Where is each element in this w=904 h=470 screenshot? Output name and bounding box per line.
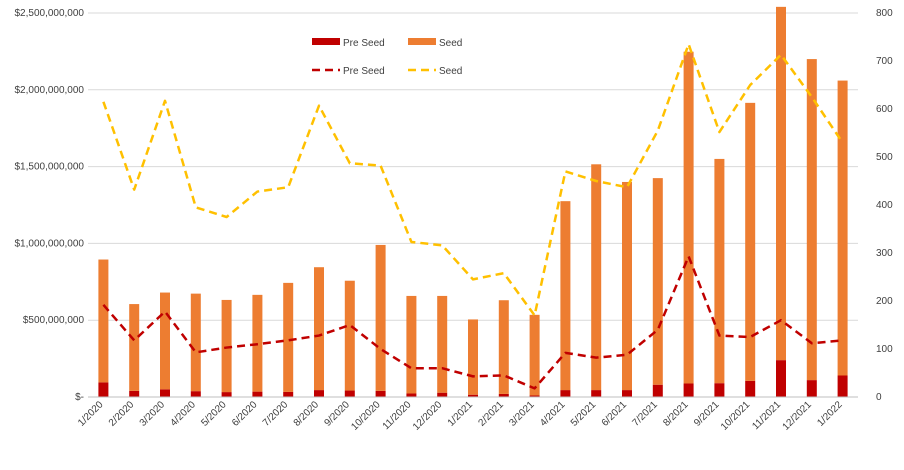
bar-pre-seed bbox=[406, 393, 417, 397]
x-tick-label: 7/2021 bbox=[631, 399, 661, 429]
line-seed bbox=[102, 42, 844, 317]
x-tick-label: 3/2021 bbox=[507, 399, 537, 429]
bar-pre-seed bbox=[160, 389, 170, 397]
bar-seed bbox=[806, 59, 817, 381]
bar-seed bbox=[437, 295, 448, 393]
bar-pre-seed bbox=[683, 383, 694, 397]
bar-seed bbox=[837, 80, 848, 376]
bar-pre-seed bbox=[837, 375, 848, 397]
bar-pre-seed bbox=[252, 391, 263, 397]
y-right-tick-label: 0 bbox=[876, 392, 882, 403]
x-tick-label: 5/2020 bbox=[199, 399, 229, 429]
x-tick-label: 1/2020 bbox=[76, 399, 106, 429]
bar-pre-seed bbox=[468, 394, 478, 397]
bar-seed bbox=[745, 102, 756, 381]
y-left-tick-label: $2,500,000,000 bbox=[14, 8, 84, 19]
y-right-tick-label: 700 bbox=[876, 56, 893, 67]
y-right-tick-label: 300 bbox=[876, 248, 893, 259]
legend-swatch-bar bbox=[312, 38, 340, 45]
bar-seed bbox=[221, 299, 232, 393]
x-tick-label: 8/2020 bbox=[292, 399, 322, 429]
x-tick-label: 6/2021 bbox=[600, 399, 630, 429]
y-left-tick-label: $500,000,000 bbox=[23, 315, 85, 326]
bar-pre-seed bbox=[745, 380, 756, 397]
bar-pre-seed bbox=[622, 390, 632, 397]
x-tick-label: 1/2022 bbox=[815, 399, 845, 429]
bar-seed bbox=[468, 319, 478, 395]
bar-seed bbox=[160, 292, 170, 390]
bar-seed bbox=[406, 295, 417, 394]
x-tick-label: 8/2021 bbox=[661, 399, 691, 429]
x-tick-label: 2/2021 bbox=[477, 399, 507, 429]
bar-pre-seed bbox=[129, 390, 140, 397]
x-tick-label: 9/2021 bbox=[692, 399, 722, 429]
legend-label: Seed bbox=[439, 38, 462, 49]
bar-seed bbox=[591, 164, 602, 391]
bar-seed bbox=[344, 280, 355, 391]
bar-seed bbox=[622, 181, 632, 391]
bar-pre-seed bbox=[652, 384, 663, 397]
y-right-tick-label: 400 bbox=[876, 200, 893, 211]
bar-pre-seed bbox=[591, 390, 602, 397]
bar-pre-seed bbox=[437, 392, 448, 397]
bar-seed bbox=[190, 293, 201, 392]
bar-seed bbox=[529, 314, 540, 396]
y-left-tick-label: $2,000,000,000 bbox=[14, 85, 84, 96]
legend-label: Pre Seed bbox=[343, 38, 385, 49]
legend-swatch-bar bbox=[408, 38, 436, 45]
bar-pre-seed bbox=[314, 390, 324, 397]
y-left-tick-label: $1,500,000,000 bbox=[14, 162, 84, 173]
bar-seed bbox=[314, 267, 324, 391]
line-pre-seed bbox=[102, 255, 843, 390]
x-tick-label: 3/2020 bbox=[138, 399, 168, 429]
x-tick-label: 5/2021 bbox=[569, 399, 599, 429]
bar-pre-seed bbox=[498, 393, 509, 397]
x-tick-label: 11/2021 bbox=[750, 399, 783, 432]
bar-pre-seed bbox=[776, 360, 786, 397]
legend-label: Seed bbox=[439, 66, 462, 77]
bar-pre-seed bbox=[344, 390, 355, 397]
y-right-tick-label: 600 bbox=[876, 104, 893, 115]
y-right-tick-label: 500 bbox=[876, 152, 893, 163]
bar-pre-seed bbox=[714, 383, 725, 397]
bar-seed bbox=[714, 158, 725, 384]
x-tick-label: 12/2021 bbox=[781, 399, 815, 433]
x-tick-label: 11/2020 bbox=[381, 399, 414, 432]
bar-pre-seed bbox=[190, 391, 201, 397]
bar-seed bbox=[683, 51, 694, 384]
bar-seed bbox=[776, 6, 786, 361]
y-right-tick-label: 100 bbox=[876, 344, 893, 355]
bar-seed bbox=[560, 201, 571, 391]
x-tick-label: 7/2020 bbox=[261, 399, 291, 429]
bar-pre-seed bbox=[221, 392, 232, 397]
bar-seed bbox=[129, 304, 140, 391]
x-tick-label: 1/2021 bbox=[446, 399, 476, 429]
y-right-tick-label: 800 bbox=[876, 8, 893, 19]
bar-pre-seed bbox=[529, 395, 540, 397]
x-tick-label: 9/2020 bbox=[323, 399, 353, 429]
legend-label: Pre Seed bbox=[343, 66, 385, 77]
x-tick-label: 12/2020 bbox=[411, 399, 445, 433]
bar-pre-seed bbox=[806, 380, 817, 397]
bar-pre-seed bbox=[283, 391, 294, 397]
bar-seed bbox=[98, 259, 109, 383]
x-tick-label: 6/2020 bbox=[230, 399, 260, 429]
y-left-tick-label: $1,000,000,000 bbox=[14, 238, 84, 249]
x-tick-label: 10/2021 bbox=[719, 399, 753, 433]
bar-pre-seed bbox=[98, 382, 109, 397]
bar-pre-seed bbox=[560, 390, 571, 397]
bar-seed bbox=[498, 300, 509, 394]
bar-seed bbox=[375, 244, 386, 391]
bar-pre-seed bbox=[375, 390, 386, 397]
x-tick-label: 4/2021 bbox=[538, 399, 568, 429]
x-tick-label: 2/2020 bbox=[107, 399, 137, 429]
y-right-tick-label: 200 bbox=[876, 296, 893, 307]
bar-seed bbox=[283, 282, 294, 392]
x-tick-label: 4/2020 bbox=[169, 399, 199, 429]
x-tick-label: 10/2020 bbox=[349, 399, 383, 433]
y-left-tick-label: $- bbox=[75, 392, 84, 403]
bar-seed bbox=[652, 178, 663, 385]
